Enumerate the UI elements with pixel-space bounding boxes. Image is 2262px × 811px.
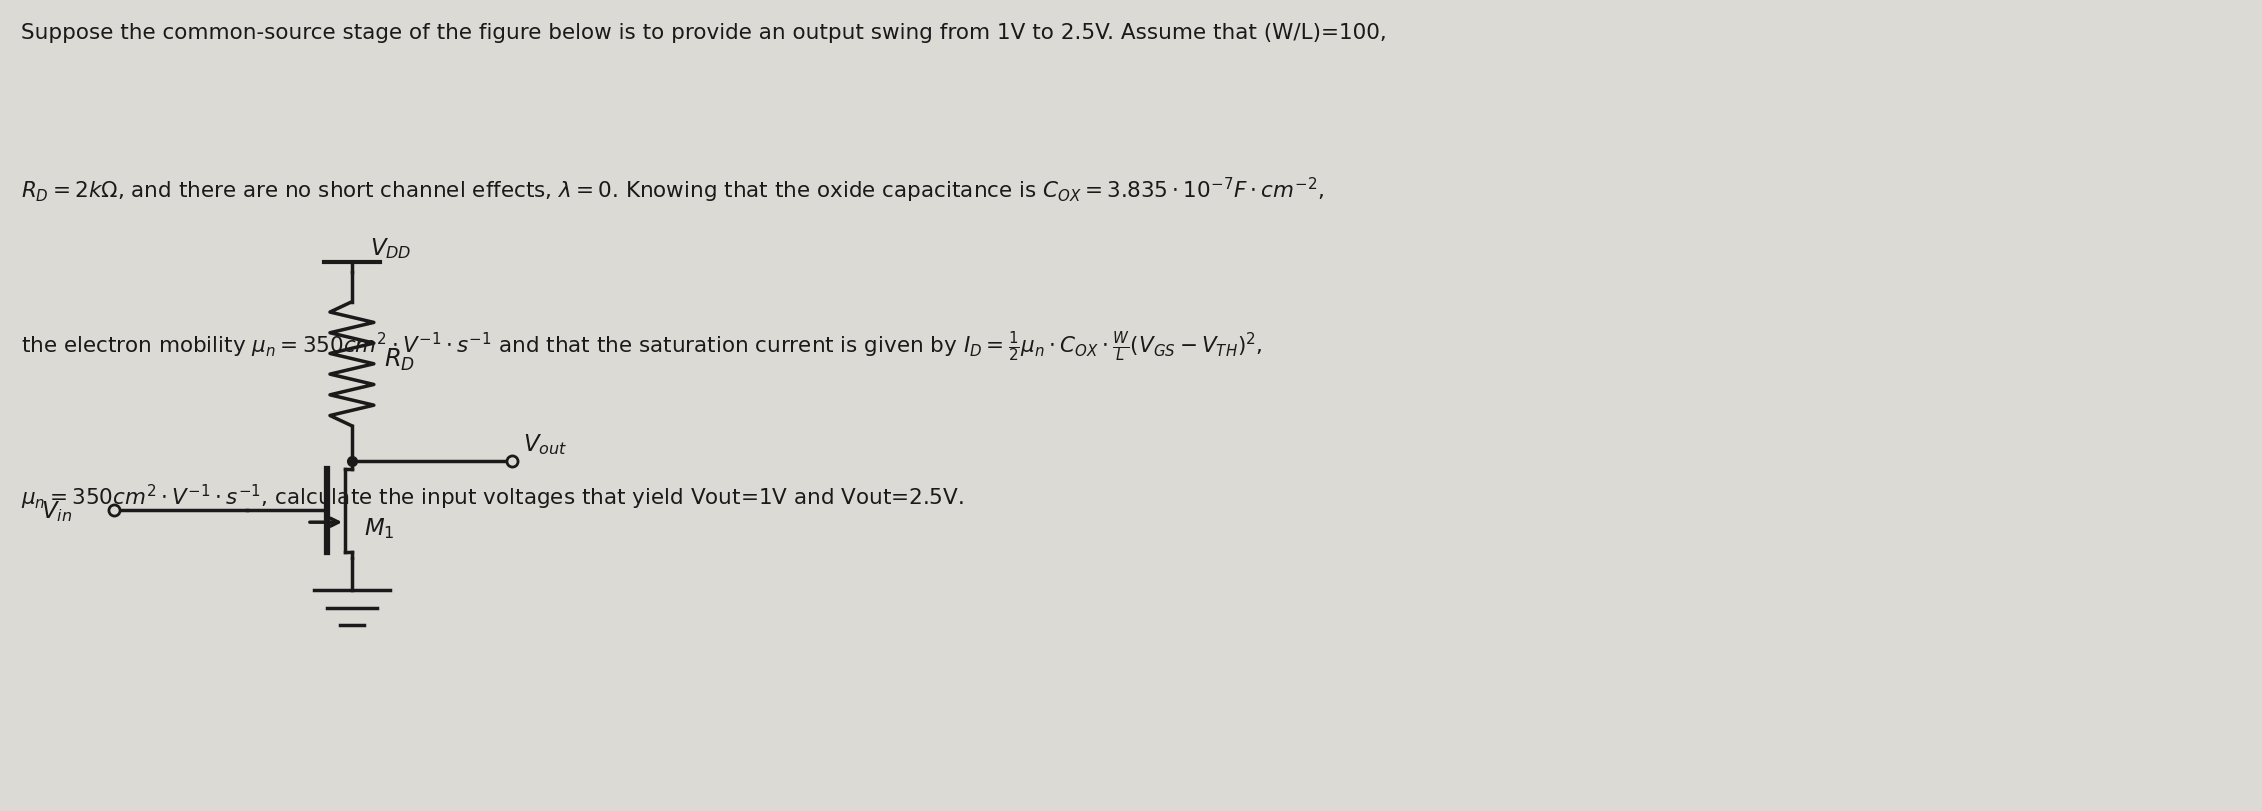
Text: $V_{in}$: $V_{in}$: [41, 498, 72, 523]
Text: $M_1$: $M_1$: [364, 516, 394, 540]
Text: $V_{out}$: $V_{out}$: [523, 431, 568, 456]
Text: Suppose the common-source stage of the figure below is to provide an output swin: Suppose the common-source stage of the f…: [20, 23, 1387, 43]
Text: $\mu_n = 350cm^2 \cdot V^{-1} \cdot s^{-1}$, calculate the input voltages that y: $\mu_n = 350cm^2 \cdot V^{-1} \cdot s^{-…: [20, 482, 964, 511]
Text: $R_D$: $R_D$: [385, 346, 414, 372]
Text: the electron mobility $\mu_n = 350cm^2 \cdot V^{-1} \cdot s^{-1}$ and that the s: the electron mobility $\mu_n = 350cm^2 \…: [20, 329, 1262, 363]
Text: $R_D = 2k\Omega$, and there are no short channel effects, $\lambda = 0$. Knowing: $R_D = 2k\Omega$, and there are no short…: [20, 176, 1323, 205]
Text: $V_{DD}$: $V_{DD}$: [371, 236, 412, 260]
